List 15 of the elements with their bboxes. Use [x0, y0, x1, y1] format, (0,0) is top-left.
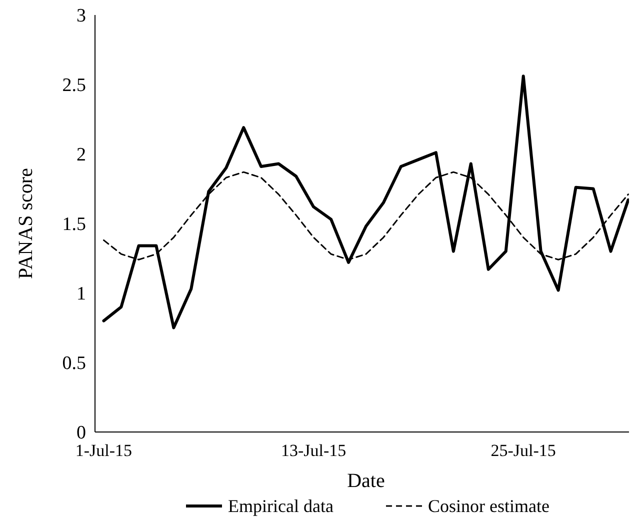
y-tick-label: 1 — [76, 284, 86, 305]
x-tick-label: 1-Jul-15 — [75, 441, 132, 460]
y-tick-label: 0 — [76, 422, 86, 444]
y-axis-title: PANAS score — [15, 168, 37, 279]
x-tick-label: 13-Jul-15 — [280, 441, 346, 460]
y-tick-label: 2.5 — [62, 75, 86, 96]
line-series — [102, 74, 629, 330]
y-tick-label: 0.5 — [62, 353, 86, 374]
legend-label: Empirical data — [228, 496, 334, 516]
y-tick-label: 1.5 — [62, 214, 86, 236]
y-tick-label: 2 — [76, 144, 86, 166]
legend-label: Cosinor estimate — [428, 496, 550, 516]
x-tick-label: 25-Jul-15 — [490, 441, 556, 460]
y-tick-label: 3 — [76, 6, 86, 27]
x-axis-title: Date — [347, 470, 385, 492]
